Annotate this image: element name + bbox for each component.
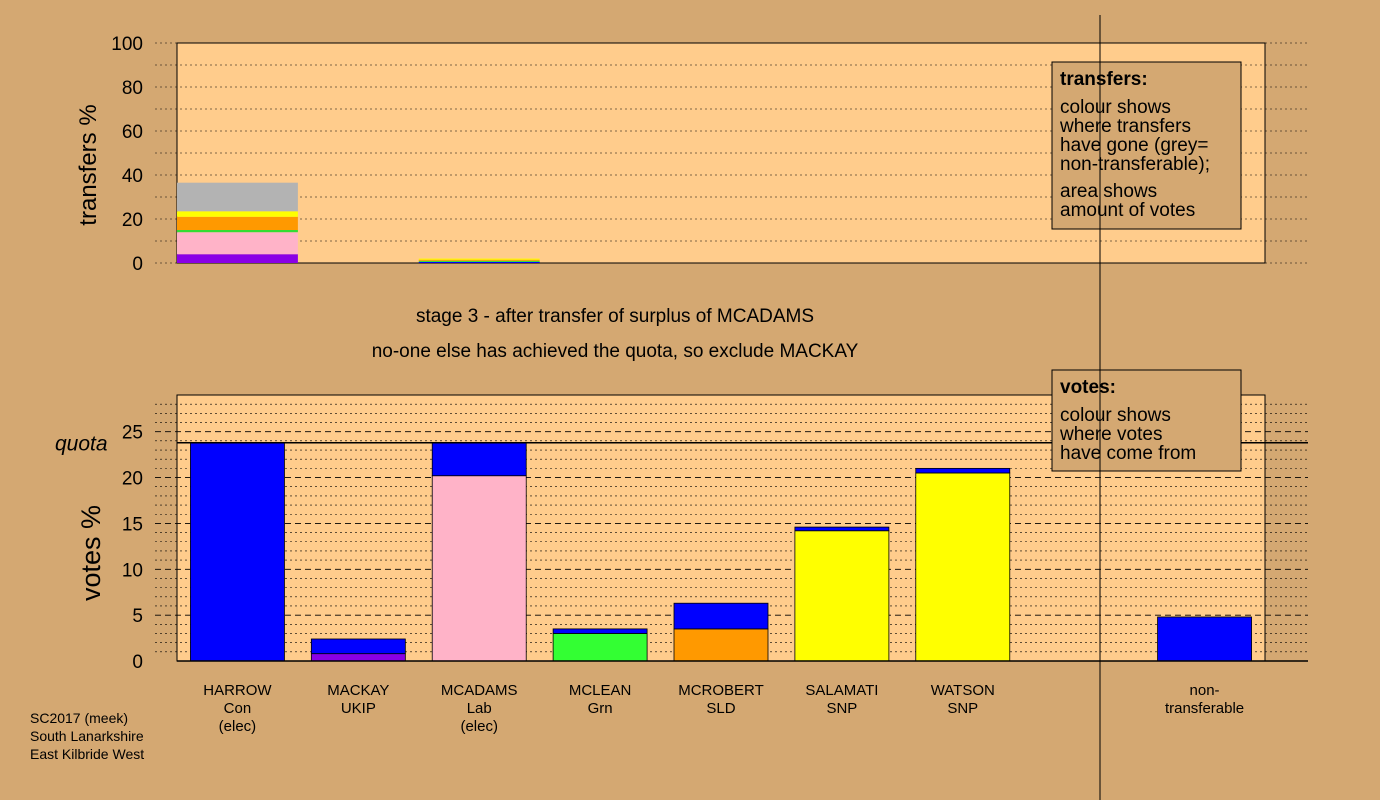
transfers-legend-title: transfers: — [1060, 69, 1148, 90]
transfers-y-axis-label: transfers % — [75, 104, 102, 225]
footer-line: South Lanarkshire — [30, 728, 144, 744]
votes-y-tick-label: 20 — [122, 469, 143, 490]
vote-segment — [673, 602, 769, 630]
vote-segment — [431, 442, 527, 477]
transfers-legend-line: area shows — [1060, 181, 1157, 202]
transfers-legend-line: amount of votes — [1060, 200, 1195, 221]
candidate-label: SALAMATI — [805, 682, 878, 699]
vote-segment — [794, 530, 890, 662]
candidate-label: Lab — [467, 700, 492, 717]
votes-x-axis-labels: HARROWCon(elec)MACKAYUKIPMCADAMSLab(elec… — [203, 682, 1244, 735]
transfers-y-tick-label: 40 — [122, 166, 143, 187]
vote-segment — [431, 475, 527, 662]
votes-bars — [190, 442, 1252, 662]
transfers-y-tick-label: 0 — [132, 254, 143, 275]
stage-title: stage 3 - after transfer of surplus of M… — [416, 306, 814, 327]
votes-y-axis: 0 5 10 15 20 25 — [122, 423, 143, 673]
votes-legend-title: votes: — [1060, 377, 1116, 398]
votes-y-tick-label: 0 — [132, 652, 143, 673]
candidate-label: HARROW — [203, 682, 272, 699]
transfer-segment — [177, 254, 298, 263]
transfers-legend-line: colour shows — [1060, 97, 1171, 118]
candidate-label: transferable — [1165, 700, 1244, 717]
candidate-label: UKIP — [341, 700, 376, 717]
votes-y-tick-label: 10 — [122, 560, 143, 581]
candidate-label: SNP — [947, 700, 978, 717]
candidate-label: MCROBERT — [678, 682, 764, 699]
transfer-segment — [418, 258, 540, 260]
vote-segment — [310, 638, 406, 655]
footer-line: SC2017 (meek) — [30, 710, 128, 726]
transfers-y-tick-label: 100 — [111, 34, 143, 55]
candidate-label: (elec) — [219, 718, 257, 735]
vote-segment — [552, 628, 648, 634]
transfer-segment — [177, 216, 298, 230]
transfer-segment — [177, 230, 298, 233]
votes-legend-line: have come from — [1060, 443, 1196, 464]
vote-segment — [915, 472, 1011, 662]
vote-segment — [1157, 616, 1252, 662]
transfers-legend-box — [1051, 61, 1242, 230]
votes-legend: votes: colour shows where votes have com… — [1051, 369, 1242, 472]
transfers-y-tick-label: 80 — [122, 78, 143, 99]
votes-y-tick-label: 5 — [132, 606, 143, 627]
votes-legend-line: colour shows — [1060, 405, 1171, 426]
transfers-legend-line: have gone (grey= — [1060, 135, 1208, 156]
transfers-y-axis: 0 20 40 60 80 100 — [111, 34, 143, 275]
votes-y-axis-label: votes % — [76, 505, 106, 601]
transfer-segment — [418, 261, 540, 263]
candidate-label: non- — [1190, 682, 1220, 699]
candidate-label: Con — [224, 700, 252, 717]
votes-legend-box — [1051, 369, 1242, 472]
candidate-label: MCLEAN — [569, 682, 632, 699]
footer-line: East Kilbride West — [30, 746, 144, 762]
candidate-label: MACKAY — [327, 682, 389, 699]
transfer-segment — [177, 182, 298, 212]
transfers-y-tick-label: 60 — [122, 122, 143, 143]
transfers-panel: 0 20 40 60 80 100 transfers % transfers: colo… — [75, 34, 1308, 275]
candidate-label: (elec) — [460, 718, 498, 735]
transfers-legend-line: non-transferable); — [1060, 154, 1210, 175]
candidate-label: SNP — [826, 700, 857, 717]
transfers-bars — [177, 182, 540, 263]
candidate-label: WATSON — [931, 682, 995, 699]
transfers-legend: transfers: colour shows where transfers … — [1051, 61, 1242, 230]
transfer-segment — [418, 259, 540, 261]
candidate-label: SLD — [706, 700, 735, 717]
votes-y-tick-label: 25 — [122, 423, 143, 444]
vote-segment — [673, 628, 769, 662]
votes-y-tick-label: 15 — [122, 514, 143, 535]
vote-segment — [794, 526, 890, 532]
quota-label: quota — [55, 433, 108, 456]
vote-segment — [310, 653, 406, 662]
votes-legend-line: where votes — [1059, 424, 1162, 445]
transfer-segment — [418, 260, 540, 262]
vote-segment — [190, 442, 285, 662]
transfers-y-tick-label: 20 — [122, 210, 143, 231]
transfer-segment — [177, 211, 298, 217]
transfers-legend-line: where transfers — [1059, 116, 1191, 137]
candidate-label: MCADAMS — [441, 682, 518, 699]
candidate-label: Grn — [588, 700, 613, 717]
vote-segment — [552, 633, 648, 662]
stage-subtitle: no-one else has achieved the quota, so e… — [372, 341, 859, 362]
vote-segment — [915, 467, 1011, 474]
transfer-segment — [177, 232, 298, 255]
